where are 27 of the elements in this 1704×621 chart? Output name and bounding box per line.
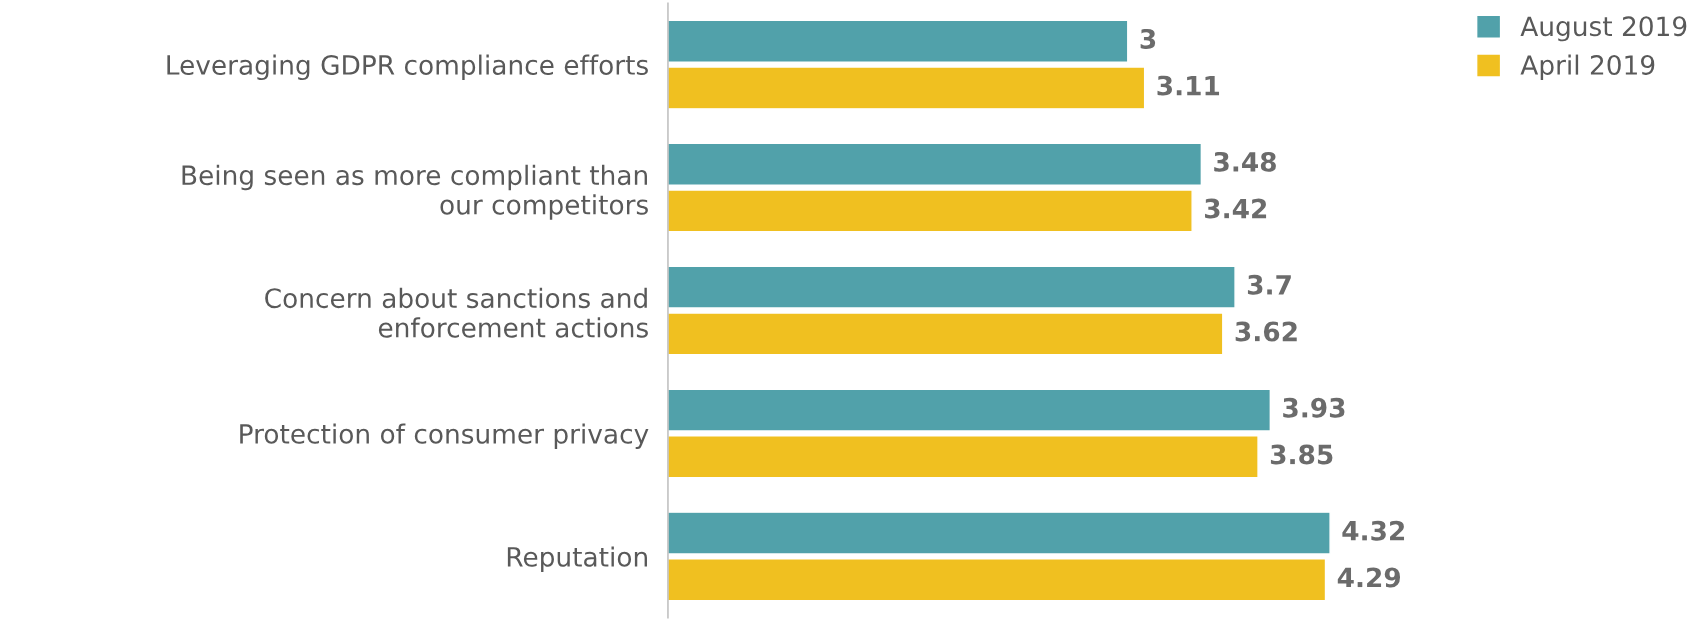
- y-tick-label: Protection of consumer privacy: [240, 423, 649, 449]
- legend-label: April 2019: [1520, 54, 1655, 81]
- data-label: 3.7: [1247, 274, 1291, 295]
- y-tick-label: Concern about sanctions and enforcement actions: [265, 287, 648, 338]
- data-label: 3.85: [1270, 444, 1333, 465]
- bar: [667, 19, 1129, 63]
- y-tick-label: Being seen as more compliant than our competitors: [182, 164, 648, 220]
- bar: [667, 511, 1331, 555]
- data-label: 4.32: [1342, 520, 1405, 541]
- data-label: 3.93: [1283, 397, 1345, 418]
- data-label: 3.42: [1205, 198, 1267, 219]
- data-label: 3.48: [1214, 151, 1276, 172]
- data-label: 3.11: [1157, 75, 1220, 96]
- y-tick-label: Leveraging GDPR compliance efforts: [167, 54, 648, 81]
- bar: [667, 558, 1327, 602]
- legend-label: August 2019: [1520, 16, 1687, 42]
- bar: [667, 66, 1146, 110]
- bar: [667, 312, 1224, 356]
- bar: [667, 189, 1193, 233]
- data-label: 3.62: [1235, 321, 1297, 342]
- bar: [667, 388, 1272, 432]
- bar: [667, 265, 1236, 309]
- bar: [667, 435, 1259, 479]
- data-label: 4.29: [1337, 567, 1401, 588]
- bar: [667, 142, 1203, 186]
- y-tick-label: Reputation: [507, 546, 647, 572]
- data-label: 3: [1140, 28, 1156, 49]
